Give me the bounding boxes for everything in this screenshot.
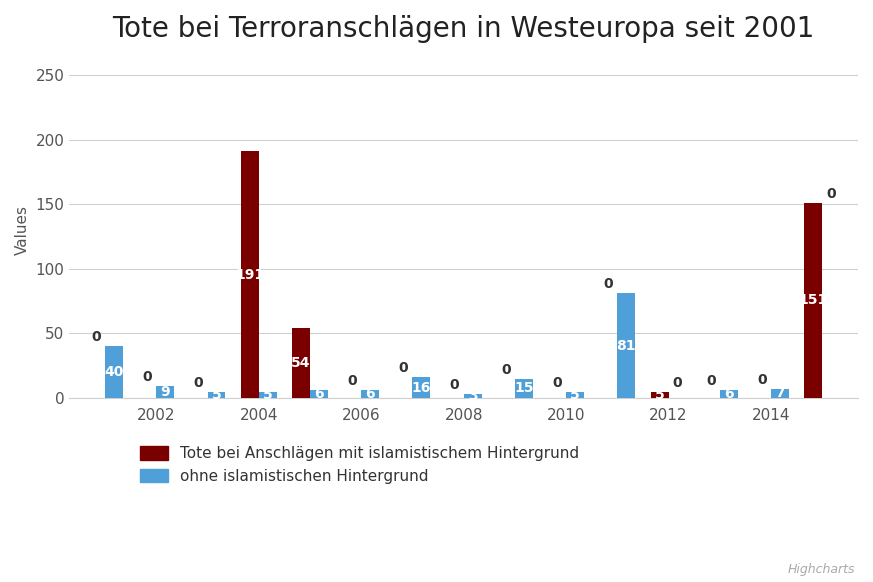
Y-axis label: Values: Values (15, 205, 30, 255)
Legend: Tote bei Anschlägen mit islamistischem Hintergrund, ohne islamistischen Hintergr: Tote bei Anschlägen mit islamistischem H… (140, 446, 579, 484)
Bar (156, 386, 175, 398)
Text: 3: 3 (468, 389, 478, 403)
Bar (719, 390, 738, 398)
Bar (241, 151, 258, 398)
Text: 0: 0 (194, 375, 203, 389)
Bar (804, 203, 822, 398)
Bar (566, 392, 584, 398)
Text: 6: 6 (724, 387, 733, 401)
Text: 0: 0 (706, 374, 716, 388)
Text: 5: 5 (655, 388, 664, 402)
Bar (361, 390, 379, 398)
Text: 0: 0 (92, 331, 101, 345)
Text: 0: 0 (347, 374, 357, 388)
Text: 54: 54 (292, 356, 311, 370)
Bar (771, 389, 789, 398)
Text: 40: 40 (105, 365, 124, 379)
Bar (464, 394, 482, 398)
Text: 9: 9 (161, 385, 170, 399)
Text: 0: 0 (399, 361, 409, 375)
Text: 16: 16 (412, 381, 431, 395)
Text: 5: 5 (211, 388, 222, 402)
Bar (208, 392, 225, 398)
Text: 6: 6 (366, 387, 375, 401)
Bar (412, 377, 430, 398)
Text: 151: 151 (799, 293, 828, 307)
Text: 0: 0 (757, 373, 766, 387)
Text: 5: 5 (570, 388, 580, 402)
Text: 6: 6 (314, 387, 324, 401)
Text: 0: 0 (673, 375, 683, 389)
Text: 5: 5 (263, 388, 272, 402)
Bar (515, 378, 533, 398)
Text: 0: 0 (142, 370, 152, 384)
Text: 0: 0 (827, 187, 836, 201)
Text: 81: 81 (616, 339, 636, 353)
Text: 0: 0 (450, 378, 459, 392)
Bar (105, 346, 123, 398)
Text: Highcharts: Highcharts (788, 563, 856, 576)
Text: 191: 191 (235, 268, 265, 282)
Text: 7: 7 (775, 386, 785, 400)
Bar (310, 390, 328, 398)
Text: 0: 0 (553, 375, 562, 389)
Text: 0: 0 (603, 278, 613, 292)
Title: Tote bei Terroranschlägen in Westeuropa seit 2001: Tote bei Terroranschlägen in Westeuropa … (113, 15, 815, 43)
Text: 15: 15 (514, 381, 533, 395)
Bar (292, 328, 310, 398)
Bar (258, 392, 277, 398)
Bar (617, 293, 636, 398)
Text: 0: 0 (501, 363, 511, 377)
Bar (650, 392, 669, 398)
